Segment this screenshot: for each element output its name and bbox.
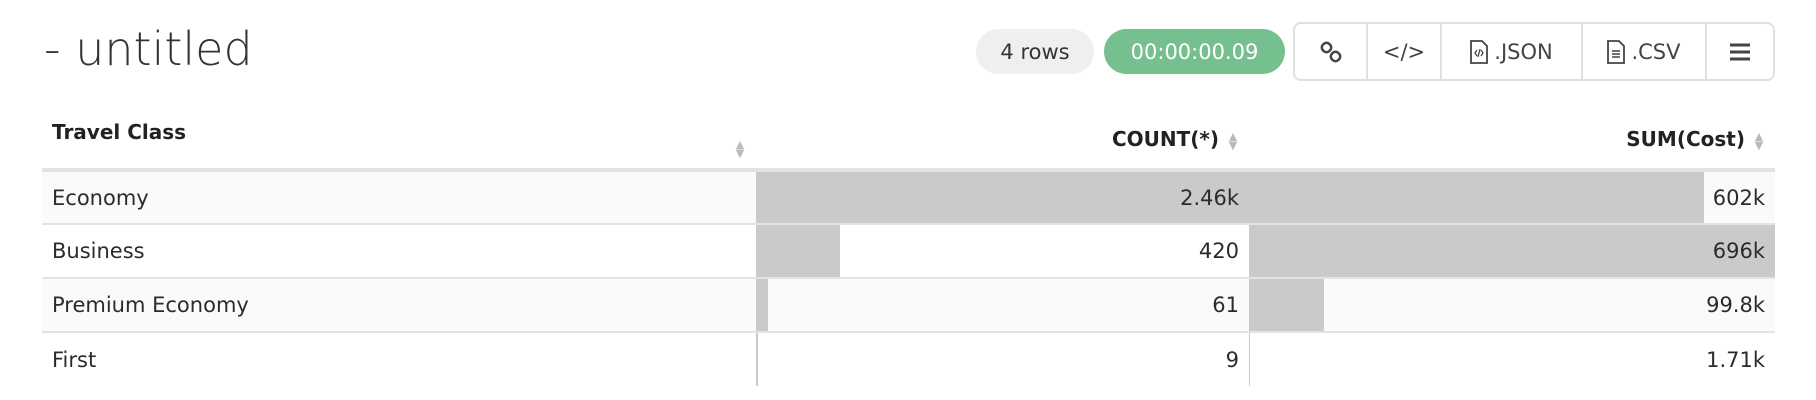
- copy-link-button[interactable]: [1295, 24, 1368, 79]
- csv-label: .CSV: [1631, 39, 1681, 64]
- toolbar: </> .JSON .CSV: [1293, 22, 1775, 81]
- sort-icon[interactable]: ▲ ▼: [1754, 129, 1764, 152]
- sum-cost-cell: 99.8k: [1249, 278, 1775, 333]
- page-title: - untitled: [44, 22, 253, 76]
- sort-icon[interactable]: ▲ ▼: [735, 138, 745, 160]
- column-header-count[interactable]: COUNT(*) ▲ ▼: [756, 110, 1249, 172]
- export-json-button[interactable]: .JSON: [1442, 24, 1583, 79]
- results-table: Travel Class ▲ ▼ COUNT(*) ▲ ▼ SUM(Cost) ▲ ▼ Ec…: [42, 110, 1775, 386]
- table-row: First 9 1.71k: [42, 332, 1775, 386]
- elapsed-time-badge: 00:00:00.09: [1104, 29, 1285, 74]
- export-csv-button[interactable]: .CSV: [1583, 24, 1707, 79]
- sum-cost-bar: [1249, 225, 1775, 277]
- travel-class-cell: Premium Economy: [42, 278, 756, 333]
- column-header-travel-class[interactable]: Travel Class ▲ ▼: [42, 110, 756, 172]
- column-header-sum-cost[interactable]: SUM(Cost) ▲ ▼: [1249, 110, 1775, 172]
- count-cell: 420: [756, 224, 1249, 279]
- table-row: Premium Economy 61 99.8k: [42, 278, 1775, 333]
- count-cell: 2.46k: [756, 170, 1249, 225]
- table-row: Business 420 696k: [42, 224, 1775, 279]
- travel-class-cell: Business: [42, 224, 756, 279]
- sum-cost-bar: [1249, 333, 1251, 386]
- json-label: .JSON: [1494, 39, 1553, 64]
- count-bar: [756, 172, 1249, 223]
- travel-class-cell: First: [52, 347, 97, 372]
- menu-button[interactable]: [1707, 24, 1773, 79]
- count-bar: [756, 333, 758, 386]
- hamburger-menu-icon: [1730, 43, 1750, 60]
- sum-cost-cell: 696k: [1249, 224, 1775, 279]
- count-bar: [756, 279, 769, 331]
- sum-cost-bar: [1249, 172, 1704, 223]
- sum-cost-cell: 602k: [1249, 170, 1775, 225]
- travel-class-cell: Economy: [42, 170, 756, 225]
- row-count-badge: 4 rows: [976, 29, 1094, 74]
- json-file-icon: [1470, 39, 1489, 64]
- count-cell: 61: [756, 278, 1249, 333]
- sum-cost-bar: [1249, 279, 1325, 331]
- sum-cost-cell: 1.71k: [1249, 332, 1775, 386]
- sort-icon[interactable]: ▲ ▼: [1228, 129, 1238, 152]
- table-row: Economy 2.46k 602k: [42, 170, 1775, 225]
- count-cell: 9: [756, 332, 1249, 386]
- code-icon: </>: [1382, 39, 1426, 64]
- embed-code-button[interactable]: </>: [1368, 24, 1442, 79]
- csv-file-icon: [1607, 39, 1626, 64]
- count-bar: [756, 225, 841, 277]
- link-icon: [1320, 41, 1341, 62]
